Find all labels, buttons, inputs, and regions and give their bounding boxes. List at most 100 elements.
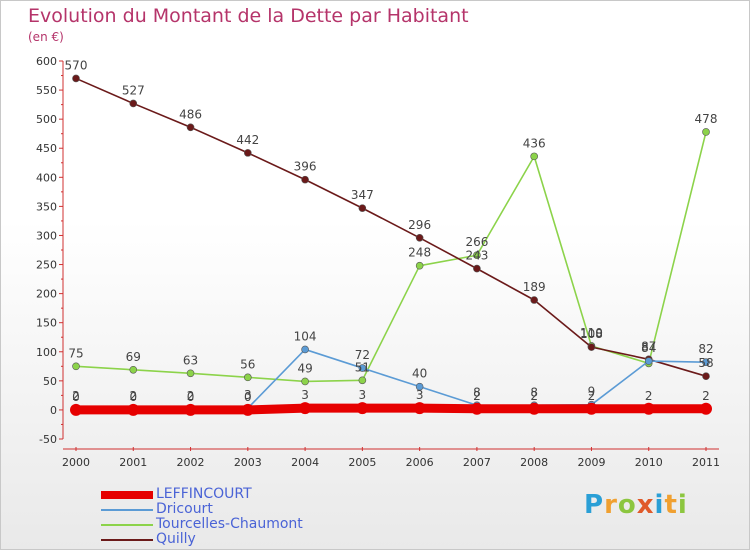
- data-label: 3: [359, 388, 367, 402]
- legend-swatch: [101, 523, 153, 526]
- series-line-tourcelles-chaumont: [75, 131, 707, 383]
- x-tick-label: 2002: [177, 456, 205, 469]
- legend-item: Dricourt: [101, 502, 303, 517]
- y-tick-label: 100: [36, 346, 57, 359]
- series-line-leffincourt: [76, 403, 706, 415]
- data-point: [129, 99, 138, 108]
- x-tick-label: 2000: [62, 456, 90, 469]
- data-label: 3: [301, 388, 309, 402]
- data-point: [702, 372, 710, 380]
- data-label: 8: [530, 385, 538, 399]
- data-label: 9: [588, 385, 596, 399]
- x-tick-label: 2011: [692, 456, 720, 469]
- x-tick-label: 2005: [348, 456, 376, 469]
- data-label: 56: [240, 357, 255, 371]
- data-label: 51: [355, 360, 370, 374]
- y-tick-label: 550: [36, 84, 57, 97]
- data-point: [415, 261, 424, 270]
- data-point: [358, 204, 367, 212]
- data-label: 243: [465, 249, 488, 263]
- proxiti-logo: Proxiti: [584, 490, 688, 520]
- y-tick-label: 150: [36, 317, 57, 330]
- legend-item: Tourcelles-Chaumont: [101, 517, 303, 532]
- data-point: [473, 251, 481, 260]
- data-label: 87: [641, 339, 656, 353]
- data-point: [642, 402, 655, 415]
- data-label: 2: [72, 389, 80, 403]
- chart-title: Evolution du Montant de la Dette par Hab…: [28, 5, 469, 27]
- data-point: [72, 74, 80, 83]
- data-label: 2: [530, 389, 538, 403]
- data-point: [702, 358, 710, 367]
- legend-swatch: [101, 508, 153, 511]
- x-tick-label: 2009: [577, 456, 605, 469]
- data-point: [301, 345, 309, 354]
- data-label: 82: [698, 342, 713, 356]
- x-tick-label: 2010: [635, 456, 663, 469]
- data-point: [301, 377, 309, 386]
- y-tick-label: 0: [50, 404, 57, 417]
- x-tick-label: 2003: [234, 456, 262, 469]
- data-label: 3: [416, 388, 424, 402]
- data-point: [415, 233, 424, 242]
- y-tick-label: 400: [36, 171, 57, 184]
- legend-swatch: [101, 490, 153, 499]
- data-label: 396: [294, 160, 317, 174]
- y-tick-label: -50: [39, 433, 57, 446]
- x-tick-label: 2008: [520, 456, 548, 469]
- data-point: [358, 364, 367, 372]
- y-tick-label: 450: [36, 142, 57, 155]
- data-label: 266: [465, 235, 488, 249]
- legend-label: Dricourt: [156, 501, 213, 517]
- legend-label: Quilly: [156, 531, 196, 547]
- data-label: 570: [65, 58, 88, 72]
- data-label: 8: [473, 385, 481, 399]
- x-tick-label: 2007: [463, 456, 491, 469]
- data-label: 63: [183, 353, 198, 367]
- x-tick-label: 2001: [119, 456, 147, 469]
- data-point: [241, 403, 254, 416]
- data-label: 0: [129, 390, 137, 404]
- data-label: 486: [179, 107, 202, 121]
- legend-item: Quilly: [101, 532, 303, 547]
- data-label: 104: [294, 329, 317, 343]
- data-label: 2: [645, 389, 653, 403]
- data-label: 2: [187, 389, 195, 403]
- data-label: 478: [695, 112, 718, 126]
- data-point: [700, 402, 712, 415]
- data-label: 527: [122, 83, 145, 97]
- x-tick-label: 2006: [406, 456, 434, 469]
- y-tick-label: 500: [36, 113, 57, 126]
- data-point: [413, 402, 426, 415]
- data-point: [530, 152, 538, 161]
- data-point: [129, 365, 138, 374]
- data-point: [702, 128, 710, 136]
- x-tick-label: 2004: [291, 456, 319, 469]
- data-label: 0: [187, 390, 195, 404]
- data-point: [470, 402, 483, 415]
- legend: LEFFINCOURT Dricourt Tourcelles-Chaumont Qu…: [101, 487, 303, 547]
- data-point: [587, 343, 596, 351]
- data-label: 442: [236, 133, 259, 147]
- data-label: 58: [698, 356, 713, 370]
- data-label: 0: [72, 390, 80, 404]
- data-point: [356, 402, 369, 415]
- data-label: 189: [523, 280, 546, 294]
- y-tick-label: 350: [36, 200, 57, 213]
- data-point: [585, 402, 598, 415]
- chart-unit: (en €): [28, 30, 64, 44]
- data-label: 110: [580, 326, 603, 340]
- data-point: [530, 296, 538, 304]
- data-label: 296: [408, 218, 431, 232]
- data-label: 75: [68, 346, 83, 360]
- legend-swatch: [101, 538, 153, 541]
- data-label: 0: [244, 390, 252, 404]
- data-label: 2: [588, 389, 596, 403]
- legend-label: LEFFINCOURT: [156, 486, 252, 502]
- y-tick-label: 300: [36, 229, 57, 242]
- y-tick-label: 50: [43, 375, 57, 388]
- data-point: [301, 175, 309, 184]
- data-point: [299, 402, 312, 415]
- data-label: 2: [129, 389, 137, 403]
